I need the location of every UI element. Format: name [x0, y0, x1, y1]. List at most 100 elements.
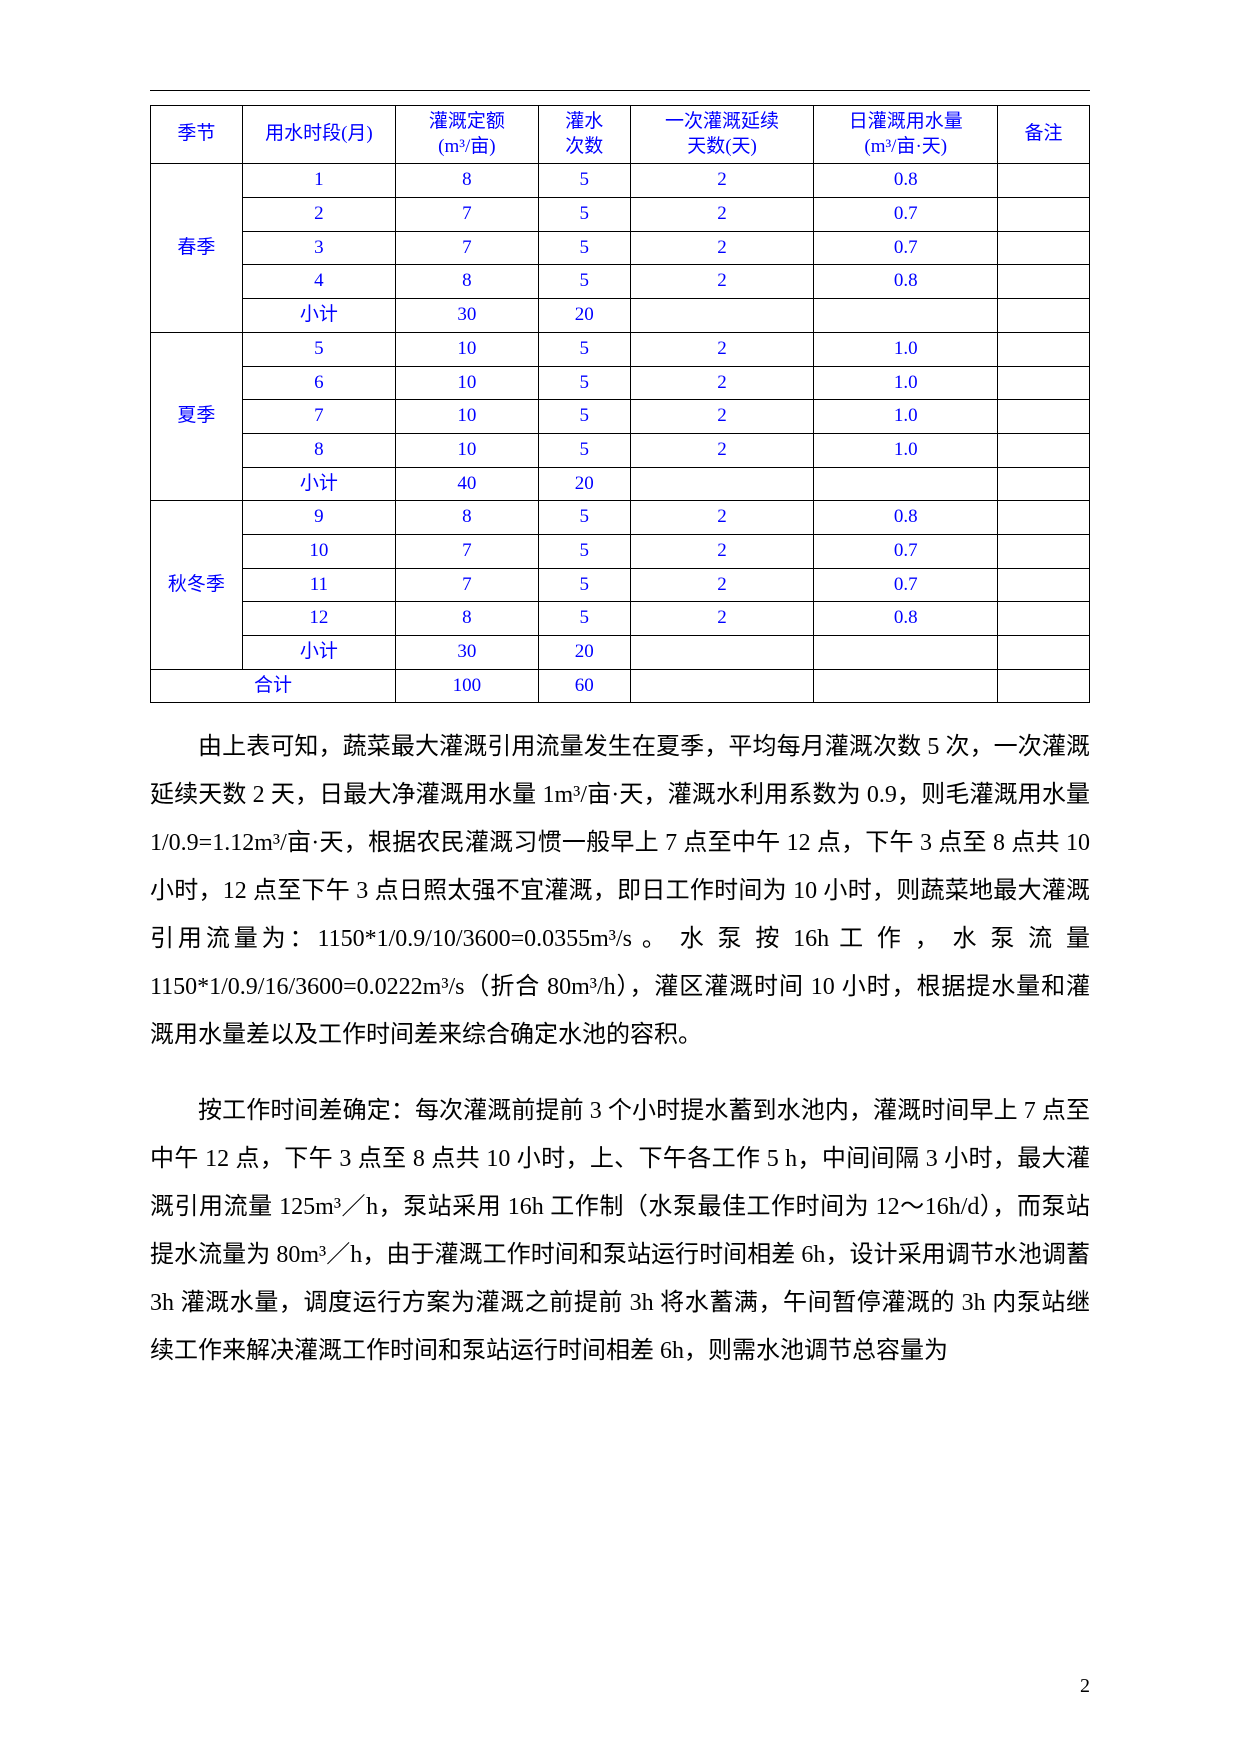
cell-days — [630, 636, 814, 670]
cell-quota: 7 — [395, 231, 538, 265]
table-row: 117520.7 — [151, 568, 1090, 602]
cell-note — [998, 164, 1090, 198]
cell-days: 2 — [630, 433, 814, 467]
th-days: 一次灌溉延续天数(天) — [630, 106, 814, 164]
cell-note — [998, 265, 1090, 299]
cell-note — [998, 501, 1090, 535]
cell-quota: 10 — [395, 433, 538, 467]
cell-month: 小计 — [242, 299, 395, 333]
cell-times: 20 — [538, 299, 630, 333]
cell-daily: 0.8 — [814, 164, 998, 198]
cell-month: 5 — [242, 332, 395, 366]
cell-daily: 0.7 — [814, 231, 998, 265]
cell-month: 小计 — [242, 467, 395, 501]
th-month: 用水时段(月) — [242, 106, 395, 164]
table-row: 710521.0 — [151, 400, 1090, 434]
cell-note — [998, 636, 1090, 670]
body-text: 由上表可知，蔬菜最大灌溉引用流量发生在夏季，平均每月灌溉次数 5 次，一次灌溉延… — [150, 723, 1090, 1375]
cell-quota: 10 — [395, 332, 538, 366]
cell-month: 1 — [242, 164, 395, 198]
cell-note — [998, 231, 1090, 265]
th-days-l1: 一次灌溉延续 — [665, 111, 779, 132]
cell-days: 2 — [630, 400, 814, 434]
th-note: 备注 — [998, 106, 1090, 164]
cell-month: 9 — [242, 501, 395, 535]
cell-daily: 0.7 — [814, 534, 998, 568]
cell-season: 夏季 — [151, 332, 243, 500]
cell-daily — [814, 467, 998, 501]
cell-times: 5 — [538, 433, 630, 467]
cell-times: 5 — [538, 231, 630, 265]
cell-days — [630, 669, 814, 703]
table-row: 37520.7 — [151, 231, 1090, 265]
th-quota: 灌溉定额 (m³/亩) — [395, 106, 538, 164]
table-row: 610521.0 — [151, 366, 1090, 400]
th-quota-l2: (m³/亩) — [438, 136, 495, 157]
table-row: 春季18520.8 — [151, 164, 1090, 198]
cell-quota: 7 — [395, 198, 538, 232]
cell-quota: 10 — [395, 400, 538, 434]
cell-days: 2 — [630, 231, 814, 265]
cell-note — [998, 602, 1090, 636]
th-season: 季节 — [151, 106, 243, 164]
cell-note — [998, 669, 1090, 703]
cell-month: 10 — [242, 534, 395, 568]
cell-daily: 0.7 — [814, 568, 998, 602]
cell-days — [630, 467, 814, 501]
cell-days: 2 — [630, 366, 814, 400]
cell-times: 5 — [538, 602, 630, 636]
paragraph-1: 由上表可知，蔬菜最大灌溉引用流量发生在夏季，平均每月灌溉次数 5 次，一次灌溉延… — [150, 723, 1090, 1059]
cell-times: 5 — [538, 501, 630, 535]
cell-quota: 30 — [395, 299, 538, 333]
th-times-l1: 灌水 — [565, 111, 603, 132]
th-daily-l2: (m³/亩·天) — [864, 136, 947, 157]
cell-times: 60 — [538, 669, 630, 703]
cell-quota: 8 — [395, 164, 538, 198]
cell-note — [998, 568, 1090, 602]
page: 季节 用水时段(月) 灌溉定额(m³/亩) 灌水次数 一次灌溉延续天数(天) 日… — [0, 0, 1240, 1435]
cell-note — [998, 433, 1090, 467]
cell-month: 6 — [242, 366, 395, 400]
th-quota-l1: 灌溉定额 — [429, 111, 505, 132]
cell-times: 20 — [538, 467, 630, 501]
table-body: 春季18520.827520.737520.748520.8小计3020夏季51… — [151, 164, 1090, 703]
table-header-row: 季节 用水时段(月) 灌溉定额(m³/亩) 灌水次数 一次灌溉延续天数(天) 日… — [151, 106, 1090, 164]
cell-days: 2 — [630, 164, 814, 198]
cell-days: 2 — [630, 602, 814, 636]
cell-times: 5 — [538, 400, 630, 434]
cell-days: 2 — [630, 534, 814, 568]
cell-days: 2 — [630, 568, 814, 602]
cell-season: 春季 — [151, 164, 243, 332]
cell-days: 2 — [630, 265, 814, 299]
cell-daily: 0.8 — [814, 501, 998, 535]
cell-daily — [814, 299, 998, 333]
table-total-row: 合计10060 — [151, 669, 1090, 703]
cell-times: 5 — [538, 265, 630, 299]
cell-daily: 0.8 — [814, 265, 998, 299]
cell-note — [998, 366, 1090, 400]
table-row: 27520.7 — [151, 198, 1090, 232]
th-daily-l1: 日灌溉用水量 — [849, 111, 963, 132]
cell-total-label: 合计 — [151, 669, 396, 703]
cell-daily — [814, 669, 998, 703]
cell-days: 2 — [630, 198, 814, 232]
cell-times: 5 — [538, 568, 630, 602]
table-subtotal-row: 小计4020 — [151, 467, 1090, 501]
cell-quota: 8 — [395, 265, 538, 299]
table-subtotal-row: 小计3020 — [151, 636, 1090, 670]
cell-daily: 1.0 — [814, 400, 998, 434]
cell-quota: 10 — [395, 366, 538, 400]
th-days-l2: 天数(天) — [687, 136, 757, 157]
cell-month: 2 — [242, 198, 395, 232]
cell-days: 2 — [630, 501, 814, 535]
cell-season: 秋冬季 — [151, 501, 243, 669]
table-row: 128520.8 — [151, 602, 1090, 636]
cell-quota: 30 — [395, 636, 538, 670]
cell-quota: 40 — [395, 467, 538, 501]
paragraph-2: 按工作时间差确定：每次灌溉前提前 3 个小时提水蓄到水池内，灌溉时间早上 7 点… — [150, 1087, 1090, 1375]
cell-month: 7 — [242, 400, 395, 434]
cell-note — [998, 198, 1090, 232]
cell-daily — [814, 636, 998, 670]
cell-note — [998, 534, 1090, 568]
cell-daily: 0.7 — [814, 198, 998, 232]
